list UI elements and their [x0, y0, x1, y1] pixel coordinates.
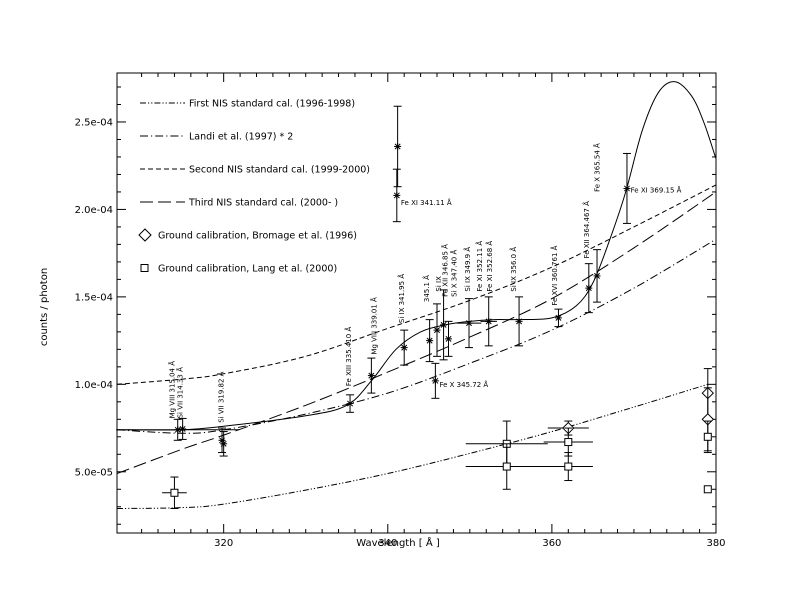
measurement-star: [174, 426, 182, 434]
legend-label: First NIS standard cal. (1996-1998): [189, 99, 355, 110]
legend-entry: Ground calibration, Bromage et al. (1996…: [138, 228, 357, 242]
legend-label: Landi et al. (1997) * 2: [189, 132, 293, 143]
legend-diamond-icon: [138, 228, 152, 242]
legend-label: Third NIS standard cal. (2000- ): [188, 198, 338, 209]
curve-first: [116, 383, 708, 509]
y-tick-label: 2.0e-04: [75, 205, 113, 216]
measurement-star: [440, 321, 448, 329]
line-label: Si VII 314.33 Å: [176, 367, 185, 418]
y-tick-label: 2.5e-04: [75, 117, 113, 128]
x-axis-label: Wavelength [ Å ]: [356, 536, 440, 549]
y-tick-label: 1.5e-04: [75, 292, 113, 303]
y-tick-label: 5.0e-05: [75, 467, 113, 478]
legend-label: Ground calibration, Bromage et al. (1996…: [158, 231, 357, 242]
measurement-star: [426, 337, 434, 345]
line-label: Si IX 349.9 Å: [463, 247, 472, 292]
x-tick-label: 320: [214, 538, 233, 549]
x-tick-label: 340: [378, 538, 397, 549]
line-label: Fe XVI 360.761 Å: [550, 245, 559, 305]
measurement-star: [394, 142, 402, 150]
legend-entry: Second NIS standard cal. (1999-2000): [140, 165, 370, 176]
lang-square: [564, 462, 573, 471]
lang-square: [703, 432, 712, 441]
plot-frame: [116, 72, 717, 534]
lang-square: [170, 488, 179, 497]
measurement-star: [465, 319, 473, 327]
line-label: Si X 347.40 Å: [450, 250, 459, 297]
lang-square: [703, 485, 712, 494]
measurement-star: [400, 344, 408, 352]
measurement-star: [623, 184, 631, 192]
line-label: Mg VIII 339.01 Å: [369, 297, 378, 355]
line-label: Si VII 319.82 Å: [217, 371, 226, 422]
measurement-star: [554, 314, 562, 322]
legend-label: Second NIS standard cal. (1999-2000): [189, 165, 370, 176]
measurement-star: [485, 317, 493, 325]
legend-entry: Ground calibration, Lang et al. (2000): [140, 264, 337, 275]
line-label: Fe XI 369.15 Å: [631, 186, 682, 195]
measurement-star: [367, 372, 375, 380]
measurement-star: [179, 425, 187, 433]
spectral-line-labels: Si VII 314.33 ÅMg VIII 315.04 Å Si VII 31…: [167, 143, 681, 423]
y-axis-label: counts / photon: [39, 268, 50, 346]
measurement-star: [433, 326, 441, 334]
curve-landi: [116, 238, 717, 434]
line-label: Si IX 356.0 Å: [509, 247, 518, 292]
line-label: Fe XI 352.11 Å: [475, 241, 484, 292]
legend-entry: First NIS standard cal. (1996-1998): [140, 99, 355, 110]
line-label: Fe XI 352.68 Å: [485, 241, 494, 292]
plot-border: [116, 72, 717, 534]
line-label: Mg VIII 315.04 Å: [167, 361, 176, 419]
curve-third: [116, 191, 717, 474]
legend-label: Ground calibration, Lang et al. (2000): [158, 264, 337, 275]
line-label: Si IX: [435, 276, 443, 292]
x-tick-label: 360: [542, 538, 561, 549]
line-label: Fe X 365.54 Å: [593, 143, 602, 192]
calibration-curves: [116, 81, 717, 509]
measurement-star: [515, 317, 523, 325]
line-label: Si IX 341.95 Å: [397, 274, 406, 323]
legend: First NIS standard cal. (1996-1998) Landi…: [138, 99, 370, 275]
measurement-star: [593, 272, 601, 280]
lang-square: [502, 462, 511, 471]
measurement-star: [585, 284, 593, 292]
measurement-star: [431, 377, 439, 385]
lang-square: [564, 438, 573, 447]
line-label: Fe XIII 335.410 Å: [344, 327, 353, 387]
measurement-star: [445, 335, 453, 343]
measurement-points: [116, 105, 715, 510]
line-label: Fe X 345.72 Å: [439, 380, 488, 389]
curve-second: [116, 184, 717, 385]
measurement-star: [393, 191, 401, 199]
line-label: Fe XI 341.11 Å: [401, 198, 452, 207]
measurement-star: [346, 400, 354, 408]
measurement-star: [220, 440, 228, 448]
legend-entry: Third NIS standard cal. (2000- ): [140, 198, 338, 209]
x-tick-label: 380: [706, 538, 725, 549]
line-label: 345.1 Å: [422, 275, 431, 302]
axis-ticks: 320 340 360 380 5.0e-05 1.0e-04 1.5e-04 2.0e-04…: [75, 73, 726, 549]
legend-entry: Landi et al. (1997) * 2: [140, 132, 293, 143]
line-label: Fe XII 364.467 Å: [582, 201, 591, 258]
line-label: Fe XII 346.85 Å: [441, 244, 450, 297]
y-tick-label: 1.0e-04: [75, 380, 113, 391]
legend-square-icon: [140, 264, 149, 272]
